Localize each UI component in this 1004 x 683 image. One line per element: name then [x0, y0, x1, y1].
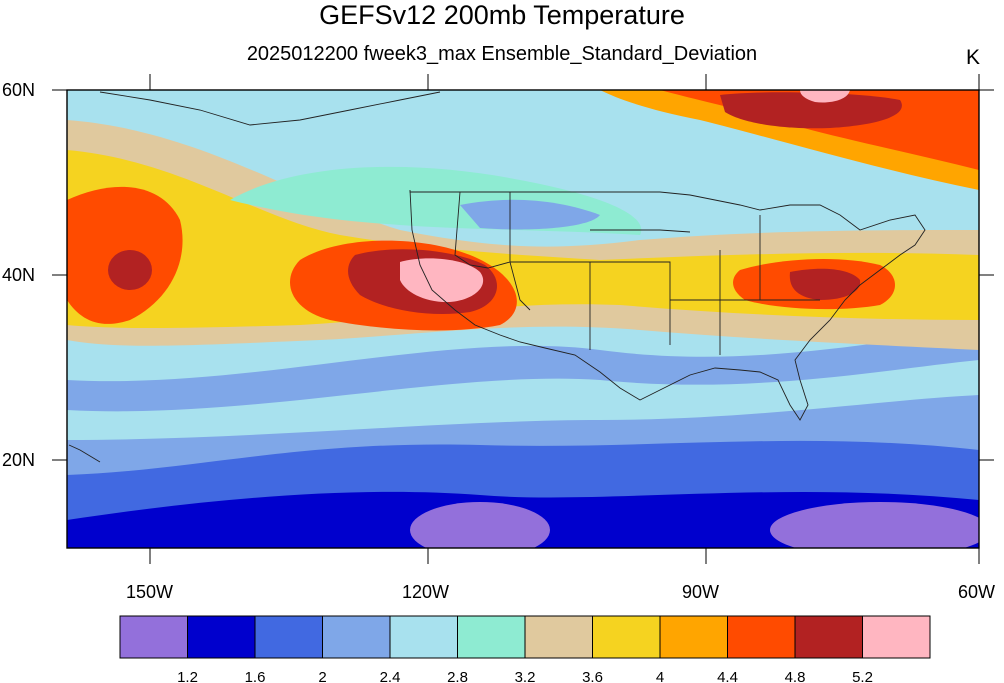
lon-label-90w: 90W	[682, 582, 720, 602]
colorbar-label: 2.8	[447, 669, 468, 683]
lat-label-20n: 20N	[2, 450, 36, 470]
plot-frame	[66, 89, 980, 549]
chart-subtitle: 2025012200 fweek3_max Ensemble_Standard_…	[246, 43, 758, 65]
coastline-outline	[68, 91, 926, 463]
lon-label-150w: 150W	[126, 582, 174, 602]
colorbar-swatch	[659, 615, 728, 659]
axis-ticks	[52, 74, 994, 564]
colorbar-label: 5.2	[852, 669, 873, 683]
colorbar-swatch	[862, 615, 931, 659]
colorbar-label: 4.4	[717, 669, 738, 683]
colorbar-swatch	[794, 615, 863, 659]
colorbar-label: 4	[656, 669, 664, 683]
lon-label-120w: 120W	[402, 582, 450, 602]
colorbar-label: 2.4	[380, 669, 401, 683]
colorbar-swatch	[119, 615, 188, 659]
units-label: K	[966, 46, 981, 69]
lat-label-60n: 60N	[2, 80, 36, 100]
colorbar-swatch	[322, 615, 391, 659]
colorbar-swatch	[187, 615, 256, 659]
colorbar-swatch	[389, 615, 458, 659]
colorbar-label: 3.2	[515, 669, 536, 683]
colorbar-label: 4.8	[785, 669, 806, 683]
colorbar-label: 3.6	[582, 669, 603, 683]
colorbar-label: 1.2	[177, 669, 198, 683]
colorbar-swatch	[254, 615, 323, 659]
colorbar-label: 2	[318, 669, 326, 683]
colorbar-swatch	[457, 615, 526, 659]
colorbar-swatch	[524, 615, 593, 659]
colorbar-swatch	[592, 615, 661, 659]
lat-label-40n: 40N	[2, 265, 36, 285]
colorbar-label: 1.6	[245, 669, 266, 683]
lon-label-60w: 60W	[958, 582, 996, 602]
chart-title: GEFSv12 200mb Temperature	[319, 0, 685, 30]
colorbar-swatch	[727, 615, 796, 659]
shaded-field	[67, 90, 979, 548]
colorbar: 1.2 1.6 2 2.4 2.8 3.2 3.6 4 4.4 4.8 5.2	[119, 615, 931, 683]
